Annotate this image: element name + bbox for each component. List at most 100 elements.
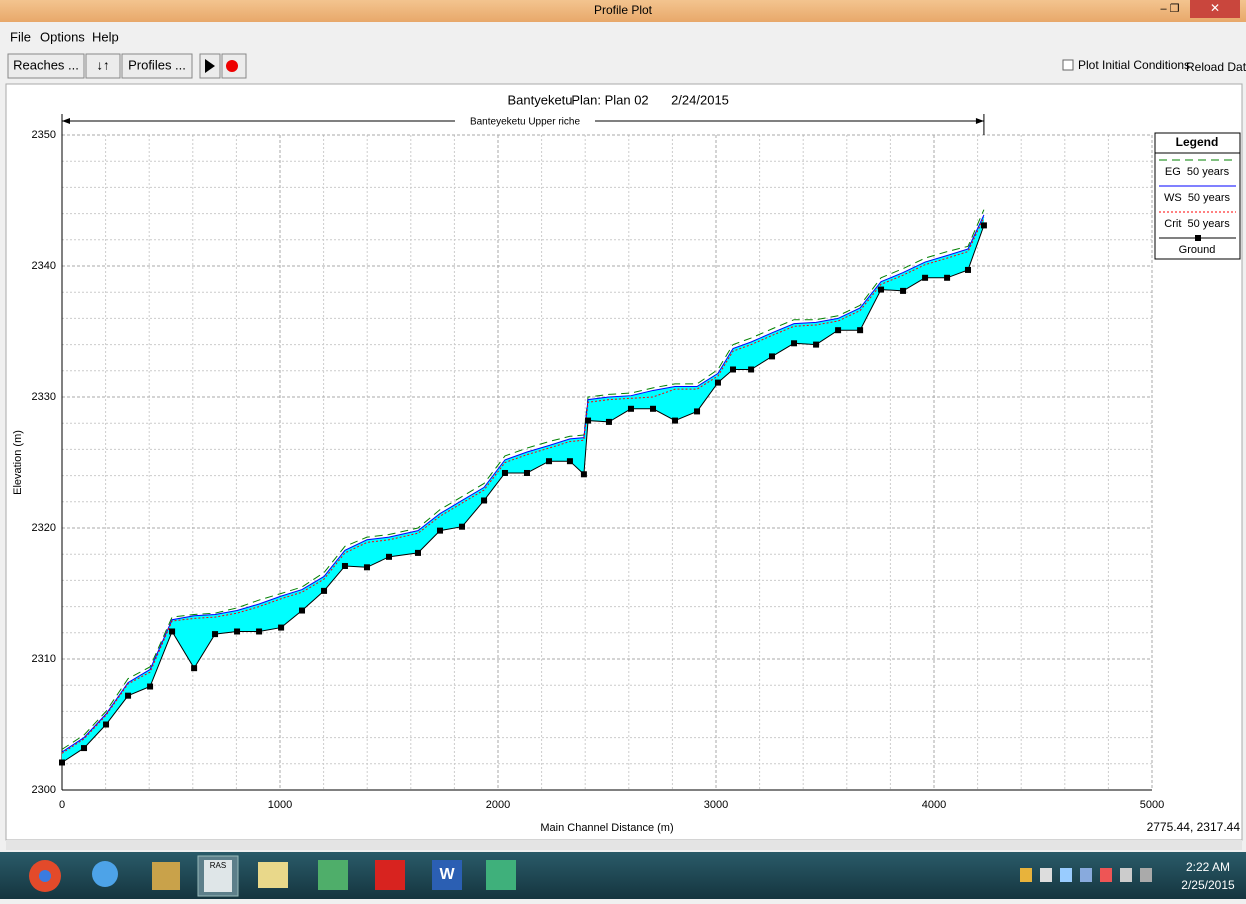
ground-point	[524, 470, 530, 476]
ground-point	[878, 287, 884, 293]
reach-label: Banteyeketu Upper riche	[470, 117, 581, 128]
legend-title: Legend	[1176, 135, 1219, 149]
ground-point	[769, 353, 775, 359]
scrollbar[interactable]	[6, 840, 1242, 850]
plot-panel	[6, 84, 1242, 840]
legend-label: Ground	[1179, 244, 1216, 256]
tray-icon[interactable]	[1020, 868, 1032, 882]
ground-point	[125, 693, 131, 699]
ground-point	[386, 554, 392, 560]
app-icon-center	[39, 870, 51, 882]
app-icon-letter: W	[439, 866, 455, 883]
ground-point	[299, 608, 305, 614]
ground-point	[672, 418, 678, 424]
app-icon[interactable]	[152, 862, 180, 890]
checkbox-label: Plot Initial Conditions	[1078, 58, 1190, 72]
y-axis-label: Elevation (m)	[12, 430, 24, 495]
ground-point	[730, 366, 736, 372]
legend-marker	[1195, 235, 1201, 241]
y-tick-label: 2310	[32, 653, 56, 665]
app-icon[interactable]	[92, 861, 118, 887]
y-tick-label: 2300	[32, 784, 56, 796]
button-label[interactable]: Reload Data	[1186, 60, 1246, 74]
window-title: Profile Plot	[594, 3, 653, 17]
ground-point	[103, 722, 109, 728]
taskbar	[0, 852, 1246, 899]
ground-point	[364, 564, 370, 570]
ground-point	[900, 288, 906, 294]
chart-plan: Plan: Plan 02	[571, 92, 648, 107]
ground-point	[459, 524, 465, 530]
menu-item[interactable]: Help	[92, 29, 119, 44]
ground-point	[581, 471, 587, 477]
ground-point	[628, 406, 634, 412]
window: Profile Plot ✕ ‒ ❐ File Options Help Rea…	[0, 0, 1246, 899]
cursor-coords: 2775.44, 2317.44	[1147, 820, 1241, 834]
x-tick-label: 5000	[1140, 799, 1164, 811]
ground-point	[481, 497, 487, 503]
ground-point	[606, 419, 612, 425]
legend-label: EG 50 years	[1165, 166, 1230, 178]
ground-point	[813, 342, 819, 348]
window-controls[interactable]: ‒ ❐	[1160, 3, 1179, 15]
ground-point	[922, 275, 928, 281]
tray-icon[interactable]	[1100, 868, 1112, 882]
x-tick-label: 1000	[268, 799, 292, 811]
legend-label: Crit 50 years	[1164, 218, 1230, 230]
ground-point	[965, 267, 971, 273]
x-axis-label: Main Channel Distance (m)	[540, 822, 673, 834]
legend-label: WS 50 years	[1164, 192, 1231, 204]
page: Profile Plot ✕ ‒ ❐ File Options Help Rea…	[0, 0, 1246, 899]
ground-point	[981, 222, 987, 228]
ground-point	[585, 418, 591, 424]
button-label: Profiles ...	[128, 57, 186, 72]
ground-point	[191, 665, 197, 671]
tray-icon[interactable]	[1140, 868, 1152, 882]
ground-point	[342, 563, 348, 569]
ground-point	[748, 366, 754, 372]
tray-icon[interactable]	[1080, 868, 1092, 882]
ground-point	[81, 745, 87, 751]
menu-item[interactable]: Options	[40, 29, 85, 44]
menu-item[interactable]: File	[10, 29, 31, 44]
clock-date: 2/25/2015	[1181, 878, 1235, 892]
record-icon	[226, 60, 238, 72]
app-icon[interactable]	[375, 860, 405, 890]
button-label: Reaches ...	[13, 57, 79, 72]
ground-point	[437, 528, 443, 534]
ground-point	[147, 684, 153, 690]
ground-point	[567, 458, 573, 464]
y-tick-label: 2330	[32, 391, 56, 403]
close-icon: ✕	[1210, 1, 1220, 15]
x-tick-label: 2000	[486, 799, 510, 811]
ground-point	[715, 380, 721, 386]
x-tick-label: 4000	[922, 799, 946, 811]
tray-icon[interactable]	[1040, 868, 1052, 882]
app-icon-label: RAS	[210, 861, 226, 870]
tray-icon[interactable]	[1120, 868, 1132, 882]
ground-point	[944, 275, 950, 281]
ground-point	[169, 628, 175, 634]
app-icon[interactable]	[318, 860, 348, 890]
ground-point	[835, 327, 841, 333]
x-tick-label: 0	[59, 799, 65, 811]
ground-point	[415, 550, 421, 556]
app-icon[interactable]	[258, 862, 288, 888]
ground-point	[212, 631, 218, 637]
tray-icon[interactable]	[1060, 868, 1072, 882]
checkbox[interactable]	[1063, 60, 1073, 70]
x-tick-label: 3000	[704, 799, 728, 811]
chart-date: 2/24/2015	[671, 92, 729, 107]
ground-point	[278, 625, 284, 631]
ground-point	[234, 628, 240, 634]
ground-point	[857, 327, 863, 333]
ground-point	[256, 628, 262, 634]
y-tick-label: 2320	[32, 522, 56, 534]
ground-point	[791, 340, 797, 346]
app-icon[interactable]	[486, 860, 516, 890]
ground-point	[694, 408, 700, 414]
ground-point	[59, 759, 65, 765]
arrows-icon: ↓↑	[97, 57, 110, 72]
ground-point	[321, 588, 327, 594]
clock-time: 2:22 AM	[1186, 860, 1230, 874]
